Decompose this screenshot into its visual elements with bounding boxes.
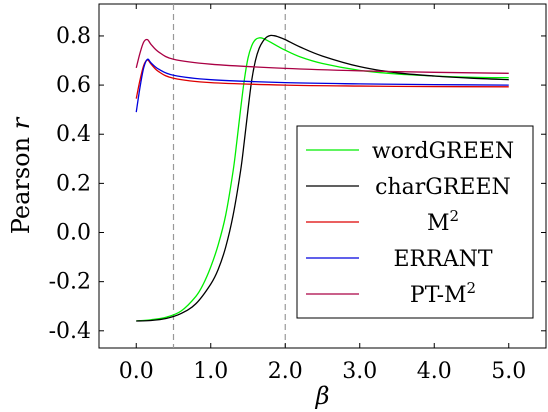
legend-label-text: charGREEN xyxy=(375,175,511,200)
y-tick-label: 0.0 xyxy=(56,221,91,246)
y-axis-label: Pearson r xyxy=(7,116,35,234)
legend-label-superscript: 2 xyxy=(449,207,459,225)
plot-frame xyxy=(98,3,547,349)
series-line-wordgreen xyxy=(136,37,509,322)
legend-label-text: PT-M xyxy=(410,283,467,308)
x-tick-label: 5.0 xyxy=(491,359,526,384)
x-tick-label: 1.0 xyxy=(193,359,228,384)
y-tick-label: 0.6 xyxy=(56,73,91,98)
x-tick-label: 0.0 xyxy=(119,359,154,384)
y-tick-label: 0.2 xyxy=(56,171,91,196)
x-tick-label: 2.0 xyxy=(268,359,303,384)
x-tick-label: 4.0 xyxy=(417,359,452,384)
y-axis-label-variable: r xyxy=(7,116,35,129)
legend-label-text: wordGREEN xyxy=(372,139,514,164)
series-line-m2 xyxy=(135,59,509,99)
legend-label-superscript: 2 xyxy=(467,279,477,297)
legend-label: PT-M2 xyxy=(410,279,476,308)
series-line-chargreen xyxy=(136,34,509,322)
series-line-errant xyxy=(135,58,509,113)
y-axis-label-text: Pearson xyxy=(7,129,35,234)
legend-label-text: M xyxy=(427,211,450,236)
x-axis-label: β xyxy=(315,382,330,410)
y-tick-label: 0.4 xyxy=(56,122,91,147)
y-tick-label: -0.2 xyxy=(49,270,91,295)
legend-label-text: ERRANT xyxy=(394,247,493,272)
plot-area: 0.0 1.0 2.0 3.0 4.0 5.0 0.8 0.6 0.4 0.2 0.0 -0.2 -0.… xyxy=(49,3,547,384)
y-tick-label: -0.4 xyxy=(49,319,91,344)
legend-label: wordGREEN xyxy=(372,139,514,164)
legend-label: M2 xyxy=(427,207,459,236)
legend-label: ERRANT xyxy=(394,247,493,272)
legend-label: charGREEN xyxy=(375,175,511,200)
x-tick-label: 3.0 xyxy=(342,359,377,384)
series-line-pt-m2 xyxy=(135,38,509,74)
y-tick-label: 0.8 xyxy=(56,24,91,49)
